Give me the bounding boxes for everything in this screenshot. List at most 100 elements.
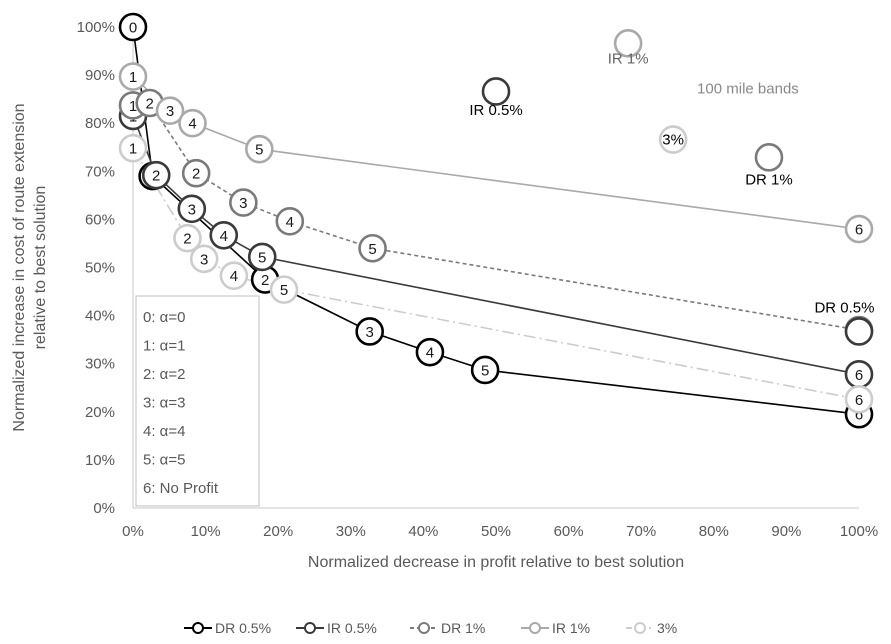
data-point (118, 62, 148, 91)
data-point-label: 2 (146, 95, 154, 112)
data-point-label: 4 (426, 345, 434, 362)
data-point (141, 160, 171, 190)
data-point-label: 6 (855, 407, 863, 424)
annotation-label: DR 1% (745, 171, 793, 188)
y-tick-label: 80% (85, 115, 115, 132)
data-point (269, 275, 299, 304)
data-point-label: 4 (286, 214, 294, 231)
data-point (219, 261, 249, 290)
data-point (177, 194, 207, 224)
data-point (247, 242, 277, 272)
data-point (358, 233, 387, 263)
data-point (275, 207, 305, 236)
data-point (173, 223, 202, 253)
data-point (178, 108, 207, 138)
data-point (470, 355, 500, 385)
data-point-label: 3 (166, 103, 174, 120)
legend-label: DR 1% (441, 620, 485, 636)
data-point-label: 5 (255, 142, 263, 159)
legend-marker (304, 622, 316, 634)
data-point-label: 0 (129, 20, 137, 37)
data-point (209, 220, 239, 250)
data-point-label: 2 (261, 272, 269, 289)
annotation-marker (754, 143, 784, 172)
data-point (118, 12, 148, 42)
data-point-label: 2 (152, 168, 160, 185)
annotation-label: 100 mile bands (697, 81, 799, 98)
x-tick-label: 40% (408, 523, 438, 540)
y-tick-label: 100% (77, 19, 115, 36)
y-tick-label: 40% (85, 308, 115, 325)
x-tick-label: 80% (699, 523, 729, 540)
data-point (181, 158, 211, 188)
data-point (415, 337, 445, 367)
y-tick-label: 50% (85, 260, 115, 277)
x-tick-label: 10% (191, 523, 221, 540)
legend-label: IR 1% (552, 620, 590, 636)
data-point (229, 188, 258, 217)
data-point-label: 4 (188, 116, 196, 133)
data-point-label: 4 (230, 268, 238, 285)
y-tick-label: 10% (85, 452, 115, 469)
key-entry: 4: α=4 (143, 423, 185, 440)
annotation-label: 3% (662, 132, 684, 149)
data-point-label: 6 (855, 222, 863, 239)
data-point-label: 1 (129, 69, 137, 86)
series-markers: 0223456123456122345613456123456 (118, 12, 874, 429)
data-point-label: 5 (258, 249, 266, 266)
x-tick-label: 20% (263, 523, 293, 540)
data-point (189, 244, 219, 274)
data-point (355, 317, 384, 346)
legend-marker (529, 622, 541, 634)
data-point-label: 5 (481, 362, 489, 379)
tick-labels: 0% 10% 20% 30% 40% 50% 60% 70% 80% 90% 100%0%10%20… (77, 19, 879, 540)
legend-marker (634, 622, 646, 634)
x-tick-label: 90% (771, 523, 801, 540)
data-point-label: 5 (368, 241, 376, 258)
data-point-label: 2 (192, 166, 200, 183)
data-point-label: 6 (855, 392, 863, 409)
x-tick-label: 50% (481, 523, 511, 540)
data-point (245, 134, 274, 164)
data-point-label: 1 (129, 141, 137, 158)
y-axis-title: Normalized increase in cost of route ext… (11, 103, 49, 431)
data-point (118, 133, 148, 163)
x-axis-title: Normalized decrease in profit relative t… (308, 554, 684, 571)
data-point (844, 214, 874, 244)
annotation-label: IR 1% (608, 50, 649, 67)
legend-label: 3% (657, 620, 677, 636)
key-entry: 1: α=1 (143, 338, 185, 355)
axis-titles: Normalized decrease in profit relative t… (11, 103, 684, 571)
series-line (132, 147, 860, 401)
y-tick-label: 0% (93, 500, 115, 517)
data-point-label: 3 (239, 195, 247, 212)
annotation-marker (481, 77, 511, 106)
key-entry: 6: No Profit (143, 480, 219, 497)
annotation-marker (844, 317, 874, 346)
annotations: IR 1% IR 0.5% 100 mile bands 3% DR 1% DR 0.5% (469, 29, 874, 346)
key-entry: 3: α=3 (143, 395, 185, 412)
data-point-label: 3 (366, 324, 374, 341)
key-entry: 5: α=5 (143, 452, 185, 469)
y-tick-label: 60% (85, 211, 115, 228)
y-tick-label: 70% (85, 163, 115, 180)
annotation-marker (658, 125, 688, 154)
key-entry: 2: α=2 (143, 366, 185, 383)
data-point-label: 3 (188, 201, 196, 218)
legend-marker (192, 622, 204, 634)
y-axis-title-line: Normalized increase in cost of route ext… (11, 103, 28, 431)
data-point-label: 6 (855, 367, 863, 384)
data-point-label: 4 (220, 228, 228, 245)
x-tick-label: 70% (626, 523, 656, 540)
x-tick-label: 30% (336, 523, 366, 540)
legend: DR 0.5% IR 0.5% DR 1% IR 1% 3% (184, 620, 677, 636)
data-point (155, 96, 185, 125)
annotation-label: DR 0.5% (814, 299, 874, 316)
y-axis-title-line: relative to best solution (32, 186, 49, 350)
key-box: 0: α=0 1: α=1 2: α=2 3: α=3 4: α=4 5: α=5 6: N… (135, 295, 260, 507)
data-point-label: 2 (183, 231, 191, 248)
key-entry: 0: α=0 (143, 309, 185, 326)
data-point-label: 5 (280, 282, 288, 299)
legend-label: DR 0.5% (215, 620, 271, 636)
